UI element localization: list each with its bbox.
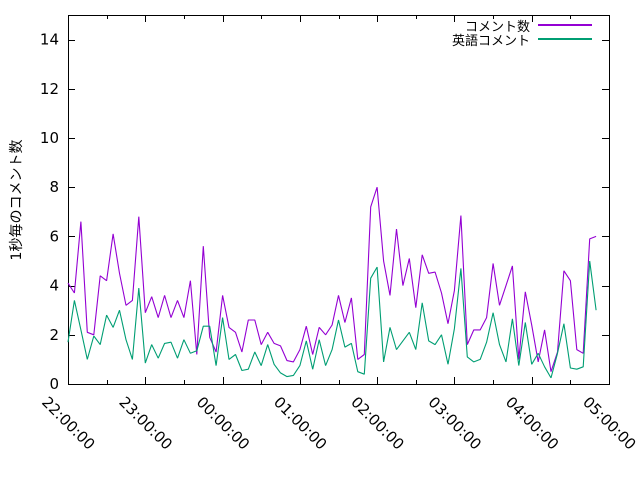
legend-line-sample-english bbox=[538, 38, 592, 40]
legend-entry-comments: コメント数 bbox=[452, 18, 592, 35]
x-tick-label: 04:00:00 bbox=[502, 393, 562, 453]
y-tick-label: 4 bbox=[49, 277, 59, 295]
series-line-comments bbox=[67, 187, 597, 372]
y-tick-label: 8 bbox=[49, 178, 59, 196]
x-tick-label: 00:00:00 bbox=[193, 393, 253, 453]
y-tick-label: 14 bbox=[40, 31, 59, 49]
y-tick-label: 6 bbox=[49, 227, 59, 245]
plot-border bbox=[68, 15, 610, 385]
y-tick-label: 0 bbox=[49, 375, 59, 393]
x-tick-label: 22:00:00 bbox=[38, 393, 98, 453]
legend-entry-english: 英語コメント bbox=[451, 32, 592, 49]
legend: コメント数 英語コメント bbox=[451, 18, 592, 49]
y-tick-label: 12 bbox=[40, 80, 59, 98]
legend-line-sample-comments bbox=[538, 24, 592, 26]
y-tick-label: 10 bbox=[40, 129, 59, 147]
x-tick-label: 03:00:00 bbox=[425, 393, 485, 453]
x-tick-label: 23:00:00 bbox=[115, 393, 175, 453]
x-tick-label: 02:00:00 bbox=[347, 393, 407, 453]
x-tick-label: 01:00:00 bbox=[270, 393, 330, 453]
series-line-english bbox=[67, 260, 597, 379]
legend-label-comments: コメント数 bbox=[464, 19, 530, 35]
legend-label-english: 英語コメント bbox=[451, 33, 530, 49]
y-tick-label: 2 bbox=[49, 326, 59, 344]
y-axis-title: 1秒毎のコメント数 bbox=[9, 139, 25, 261]
x-tick-label: 05:00:00 bbox=[579, 393, 639, 453]
